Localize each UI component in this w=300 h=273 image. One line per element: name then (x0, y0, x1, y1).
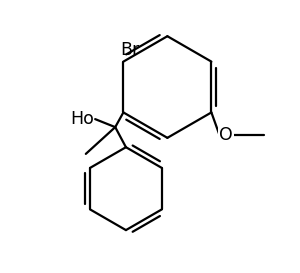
Text: Br: Br (121, 41, 140, 59)
Text: O: O (219, 126, 233, 144)
Text: Ho: Ho (70, 110, 94, 128)
